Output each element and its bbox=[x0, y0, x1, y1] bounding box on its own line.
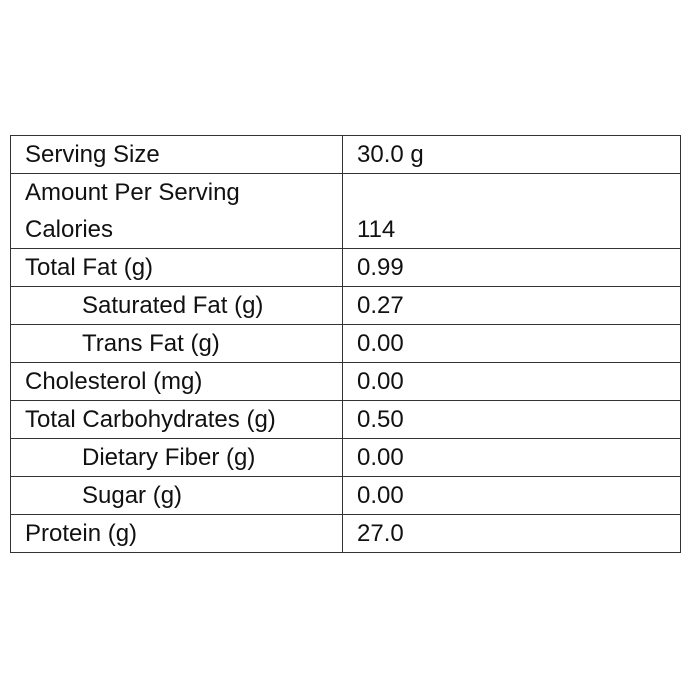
row: Dietary Fiber (g) 0.00 bbox=[10, 438, 681, 477]
value: 0.00 bbox=[342, 324, 681, 363]
label: Dietary Fiber (g) bbox=[10, 438, 343, 477]
row: Saturated Fat (g) 0.27 bbox=[10, 286, 681, 325]
row: Amount Per Serving bbox=[10, 173, 681, 211]
value: 0.00 bbox=[342, 362, 681, 401]
value: 0.50 bbox=[342, 400, 681, 439]
row: Trans Fat (g) 0.00 bbox=[10, 324, 681, 363]
row: Serving Size 30.0 g bbox=[10, 135, 681, 174]
row: Calories 114 bbox=[10, 211, 681, 249]
label: Protein (g) bbox=[10, 514, 343, 553]
value: 0.00 bbox=[342, 438, 681, 477]
empty-cell bbox=[342, 173, 681, 211]
label: Total Fat (g) bbox=[10, 248, 343, 287]
value: 27.0 bbox=[342, 514, 681, 553]
label: Calories bbox=[10, 211, 343, 249]
label: Saturated Fat (g) bbox=[10, 286, 343, 325]
row: Sugar (g) 0.00 bbox=[10, 476, 681, 515]
label: Total Carbohydrates (g) bbox=[10, 400, 343, 439]
heading: Amount Per Serving bbox=[10, 173, 343, 211]
nutrition-table: Serving Size 30.0 g Amount Per Serving C… bbox=[10, 135, 681, 553]
label: Serving Size bbox=[10, 135, 343, 174]
value: 30.0 g bbox=[342, 135, 681, 174]
label: Sugar (g) bbox=[10, 476, 343, 515]
row: Protein (g) 27.0 bbox=[10, 514, 681, 553]
row: Cholesterol (mg) 0.00 bbox=[10, 362, 681, 401]
value: 0.99 bbox=[342, 248, 681, 287]
row: Total Carbohydrates (g) 0.50 bbox=[10, 400, 681, 439]
label: Cholesterol (mg) bbox=[10, 362, 343, 401]
value: 0.00 bbox=[342, 476, 681, 515]
value: 0.27 bbox=[342, 286, 681, 325]
row: Total Fat (g) 0.99 bbox=[10, 248, 681, 287]
value: 114 bbox=[342, 211, 681, 249]
label: Trans Fat (g) bbox=[10, 324, 343, 363]
